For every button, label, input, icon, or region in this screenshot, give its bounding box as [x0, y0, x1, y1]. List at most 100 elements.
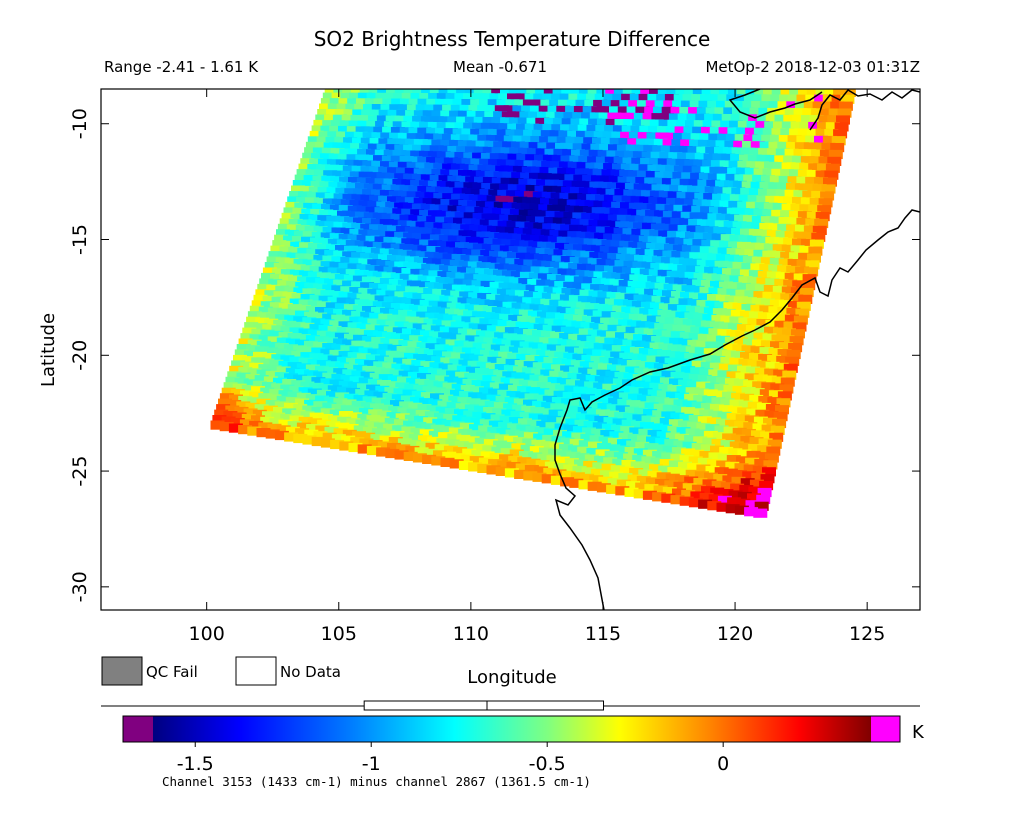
swath-pixel — [264, 318, 279, 328]
swath-pixel — [541, 363, 556, 373]
swath-pixel — [675, 433, 689, 443]
swath-pixel — [443, 157, 458, 167]
swath-pixel — [752, 339, 766, 349]
swath-pixel — [488, 388, 503, 398]
swath-pixel — [606, 444, 621, 454]
swath-pixel — [494, 332, 509, 342]
swath-pixel — [425, 343, 440, 353]
swath-pixel — [322, 92, 337, 102]
swath-pixel — [784, 231, 799, 241]
colorbar-over-swatch — [871, 716, 900, 742]
swath-pixel — [468, 105, 483, 115]
swath-pixel — [796, 217, 811, 228]
y-tick-label: -20 — [69, 340, 91, 371]
swath-pixel — [636, 476, 651, 486]
swath-pixel — [326, 159, 341, 169]
swath-pixel — [376, 143, 391, 153]
swath-pixel — [696, 299, 711, 310]
swath-pixel — [514, 258, 529, 268]
swath-pixel — [763, 89, 777, 97]
swath-pixel — [275, 314, 290, 324]
swath-pixel — [735, 248, 750, 258]
swath-pixel — [318, 158, 332, 168]
swath-pixel — [290, 213, 305, 223]
swath-pixel — [318, 295, 333, 305]
swath-pixel — [257, 312, 271, 322]
swath-pixel — [408, 215, 423, 225]
swath-pixel — [273, 262, 288, 272]
swath-pixel — [697, 179, 712, 189]
swath-pixel — [546, 142, 561, 152]
swath-pixel — [501, 111, 516, 121]
swath-pixel — [611, 345, 626, 355]
swath-pixel — [377, 441, 392, 451]
swath-pixel — [516, 153, 531, 164]
swath-pixel — [285, 426, 300, 436]
swath-pixel — [482, 375, 497, 385]
swath-pixel — [611, 201, 626, 211]
swath-pixel — [541, 402, 556, 412]
swath-pixel — [698, 499, 713, 509]
swath-pixel — [667, 467, 682, 477]
swath-pixel — [657, 350, 671, 360]
swath-pixel — [401, 298, 416, 308]
swath-pixel — [358, 171, 373, 181]
swath-pixel — [273, 348, 288, 358]
swath-pixel — [775, 272, 790, 282]
swath-pixel — [751, 472, 766, 482]
swath-pixel — [405, 286, 420, 296]
swath-pixel — [620, 202, 634, 212]
swath-pixel — [708, 328, 723, 338]
swath-pixel — [478, 355, 493, 365]
swath-pixel — [795, 308, 810, 318]
swath-pixel — [603, 304, 618, 314]
swath-pixel — [626, 247, 641, 258]
swath-pixel — [653, 444, 668, 454]
swath-pixel — [663, 364, 677, 374]
swath-pixel — [231, 360, 246, 370]
swath-pixel — [666, 351, 681, 361]
swath-pixel — [699, 286, 714, 296]
swath-pixel — [517, 246, 532, 256]
swath-pixel — [675, 271, 690, 281]
swath-pixel — [612, 266, 627, 276]
swath-pixel — [314, 169, 329, 180]
swath-pixel — [289, 415, 304, 425]
swath-pixel — [551, 364, 565, 374]
swath-pixel — [478, 287, 493, 297]
swath-pixel — [759, 347, 774, 357]
swath-pixel — [728, 490, 743, 500]
swath-pixel — [442, 451, 457, 461]
swath-pixel — [655, 356, 670, 366]
swath-pixel — [466, 398, 481, 408]
swath-pixel — [446, 401, 461, 412]
swath-pixel — [594, 93, 609, 103]
swath-pixel — [619, 240, 634, 251]
swath-pixel — [483, 337, 498, 347]
swath-pixel — [619, 170, 634, 180]
swath-pixel — [358, 200, 373, 210]
swath-pixel — [450, 104, 465, 114]
swath-pixel — [348, 412, 363, 422]
swath-pixel — [468, 323, 483, 333]
swath-pixel — [399, 303, 414, 314]
swath-pixel — [649, 302, 664, 312]
swath-pixel — [371, 189, 385, 199]
swath-pixel — [512, 233, 527, 243]
swath-pixel — [384, 356, 399, 366]
swath-pixel — [548, 267, 563, 277]
swath-pixel — [488, 420, 503, 430]
x-tick-label: 125 — [849, 623, 885, 645]
swath-pixel — [339, 120, 354, 130]
swath-pixel — [247, 397, 262, 407]
swath-pixel — [681, 366, 696, 376]
swath-pixel — [752, 94, 767, 104]
swath-pixel — [698, 252, 713, 262]
swath-pixel — [397, 220, 412, 230]
swath-pixel — [546, 242, 561, 252]
colorbar-under-swatch — [123, 716, 153, 742]
swath-pixel — [410, 209, 425, 219]
swath-pixel — [652, 492, 667, 502]
swath-pixel — [769, 299, 784, 309]
swath-pixel — [424, 251, 439, 262]
